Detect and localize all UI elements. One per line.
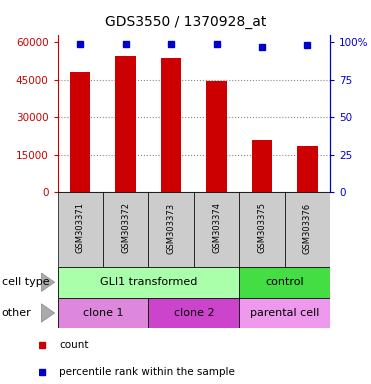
Text: clone 1: clone 1 [83, 308, 123, 318]
Bar [58, 192, 103, 267]
Text: GDS3550 / 1370928_at: GDS3550 / 1370928_at [105, 15, 266, 29]
Polygon shape [42, 273, 55, 291]
Text: count: count [59, 339, 89, 350]
Text: percentile rank within the sample: percentile rank within the sample [59, 367, 235, 377]
Text: clone 2: clone 2 [174, 308, 214, 318]
Bar [285, 192, 330, 267]
Bar [239, 298, 330, 328]
Bar [239, 192, 285, 267]
Text: cell type: cell type [2, 277, 49, 287]
Bar [58, 298, 148, 328]
Bar [252, 139, 272, 192]
Bar [239, 267, 330, 298]
Text: parental cell: parental cell [250, 308, 319, 318]
Bar [115, 56, 136, 192]
Bar [103, 192, 148, 267]
Bar [70, 72, 91, 192]
Text: GLI1 transformed: GLI1 transformed [100, 277, 197, 287]
Text: GSM303376: GSM303376 [303, 202, 312, 253]
Bar [297, 146, 318, 192]
Bar [194, 192, 239, 267]
Polygon shape [42, 304, 55, 322]
Text: GSM303375: GSM303375 [257, 202, 266, 253]
Text: GSM303371: GSM303371 [76, 202, 85, 253]
Text: GSM303373: GSM303373 [167, 202, 175, 253]
Bar [58, 267, 239, 298]
Text: other: other [2, 308, 32, 318]
Bar [206, 81, 227, 192]
Bar [161, 58, 181, 192]
Text: control: control [265, 277, 304, 287]
Bar [148, 192, 194, 267]
Text: GSM303372: GSM303372 [121, 202, 130, 253]
Text: GSM303374: GSM303374 [212, 202, 221, 253]
Bar [148, 298, 239, 328]
